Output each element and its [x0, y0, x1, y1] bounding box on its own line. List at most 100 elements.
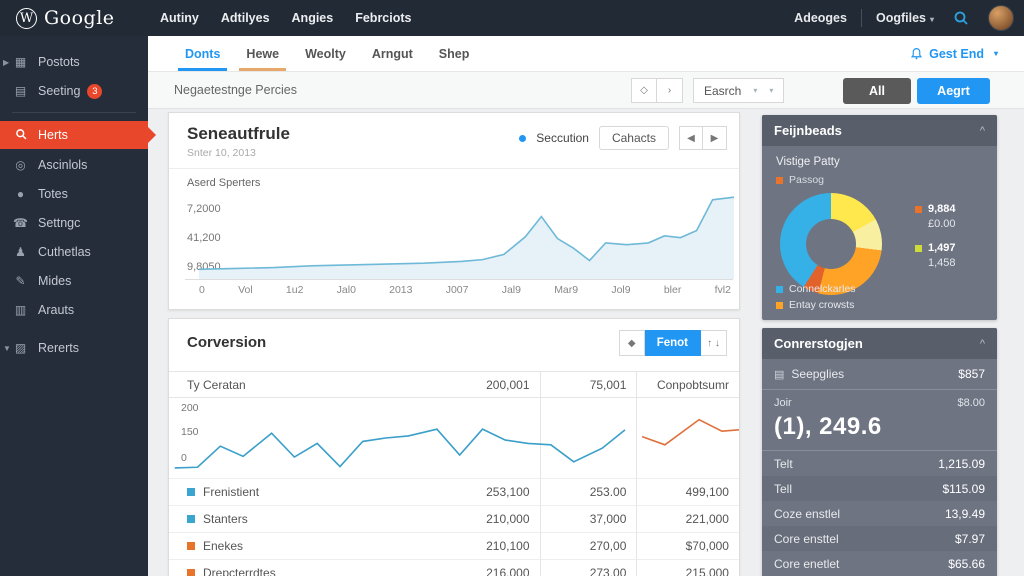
sidebar-item-mides[interactable]: ✎ Mides: [0, 268, 148, 294]
user-menu[interactable]: Gest End ▾: [910, 36, 1024, 71]
stats-row-value: $7.97: [955, 532, 985, 546]
top-nav-item-2[interactable]: Angies: [292, 11, 334, 25]
collapse-icon[interactable]: ^: [980, 125, 985, 137]
donut-stat: 1,497 1,458: [915, 242, 987, 269]
donut-chart: [780, 193, 882, 295]
forward-nav-button[interactable]: ›: [657, 78, 683, 103]
phone-icon: ☎: [12, 216, 29, 230]
series-label: Aserd Sperters: [187, 177, 260, 189]
conrerstogjen-card-title: Conrerstogjen: [774, 336, 863, 351]
top-nav: Autiny Adtilyes Angies Febrciots: [160, 11, 411, 25]
row-value-3: $70,000: [636, 533, 739, 559]
table-row[interactable]: Stanters 210,000 37,000 221,000: [169, 505, 739, 532]
stats-row-label: Core ensttel: [774, 532, 839, 546]
stats-row-label: Telt: [774, 457, 793, 471]
legend-item: Entay crowsts: [776, 299, 856, 311]
sidebar-item-postots[interactable]: ▶ ▦ Postots: [0, 49, 148, 75]
sidebar-item-totes[interactable]: ● Totes: [0, 181, 148, 207]
tab-arngut[interactable]: Arngut: [361, 36, 424, 71]
joir-label: Joir: [774, 397, 792, 409]
sidebar-item-label: Settngc: [38, 216, 80, 230]
stats-row-value: 13,9.49: [945, 507, 985, 521]
logo-w-icon: W: [16, 8, 37, 29]
sidebar-item-label: Seeting: [38, 84, 80, 98]
tab-weolty[interactable]: Weolty: [294, 36, 357, 71]
stats-row: Core enetlet $65.66: [762, 551, 997, 576]
sidebar-item-rererts[interactable]: ▼ ▨ Rererts: [0, 335, 148, 361]
row-value-2: 253.00: [540, 479, 637, 505]
row-value-3: 499,100: [636, 479, 739, 505]
panel-icon: ▤: [774, 369, 784, 381]
sidebar-item-label: Rererts: [38, 341, 79, 355]
stats-row-seepglies[interactable]: ▤Seepglies $857: [762, 359, 997, 390]
pager-next-button[interactable]: ▶: [703, 126, 727, 150]
legend-square-icon: [776, 302, 783, 309]
overview-legend-label: Seccution: [536, 131, 589, 145]
sort-arrows-button[interactable]: ↑ ↓: [701, 330, 727, 356]
sidebar-item-ascinlols[interactable]: ◎ Ascinlols: [0, 152, 148, 178]
sidebar-item-label: Postots: [38, 55, 80, 69]
sidebar-item-cuthetlas[interactable]: ♟ Cuthetlas: [0, 239, 148, 265]
cahacts-button[interactable]: Cahacts: [599, 126, 669, 150]
table-row[interactable]: Frenistient 253,100 253.00 499,100: [169, 478, 739, 505]
sidebar-item-herts[interactable]: Herts: [0, 121, 148, 149]
stats-row-value: $857: [958, 367, 985, 381]
stats-row-label: Core enetlet: [774, 557, 839, 571]
chevron-right-icon[interactable]: ▶: [3, 58, 9, 67]
series-dot-icon: [187, 542, 195, 550]
overview-card: Seneautfrule Snter 10, 2013 Seccution Ca…: [168, 112, 740, 310]
donut-hole: [806, 219, 856, 269]
top-nav-item-1[interactable]: Adtilyes: [221, 11, 270, 25]
legend-square-icon: [776, 286, 783, 293]
chevron-down-icon: ▾: [753, 86, 757, 95]
row-value-1: 210,100: [486, 539, 529, 553]
table-row[interactable]: Enekes 210,100 270,00 $70,000: [169, 532, 739, 559]
sidebar-item-settngc[interactable]: ☎ Settngc: [0, 210, 148, 236]
table-header-row: Ty Ceratan 200,001 75,001 Conpobtsumr: [169, 371, 739, 398]
sidebar-item-seeting[interactable]: ▤ Seeting 3: [0, 78, 148, 104]
tab-hewe[interactable]: Hewe: [235, 36, 290, 71]
all-button[interactable]: All: [843, 78, 911, 104]
top-nav-item-3[interactable]: Febrciots: [355, 11, 411, 25]
search-icon[interactable]: [948, 5, 974, 31]
row-value-2: 37,000: [540, 506, 637, 532]
diamond-nav-button[interactable]: ◇: [631, 78, 657, 103]
sidebar-item-arauts[interactable]: ▥ Arauts: [0, 297, 148, 323]
layers-icon: ▨: [12, 341, 29, 355]
row-value-2: 270,00: [540, 533, 637, 559]
sidebar-item-label: Arauts: [38, 303, 74, 317]
person-icon: ♟: [12, 245, 29, 259]
user-avatar[interactable]: [988, 5, 1014, 31]
row-value-3: 215,000: [636, 560, 739, 576]
diamond-tool-button[interactable]: ◆: [619, 330, 645, 356]
aegrt-button[interactable]: Aegrt: [917, 78, 990, 104]
pager-prev-button[interactable]: ◀: [679, 126, 703, 150]
donut-stat: 9,884 £0.00: [915, 203, 987, 230]
series-dot-icon: [187, 569, 195, 576]
top-right-menu-2[interactable]: Oogfiles▾: [876, 11, 934, 25]
sidebar-item-label: Herts: [38, 128, 68, 142]
chevron-down-icon: ▾: [769, 86, 773, 95]
tab-shep[interactable]: Shep: [428, 36, 481, 71]
collapse-icon[interactable]: ^: [980, 338, 985, 350]
search-dropdown[interactable]: Easrch ▾ ▾: [693, 78, 784, 103]
bell-icon: [910, 47, 923, 60]
top-nav-item-0[interactable]: Autiny: [160, 11, 199, 25]
stats-row: Tell $115.09: [762, 476, 997, 501]
left-sidebar: ▶ ▦ Postots ▤ Seeting 3 Herts ◎ Ascinlol…: [0, 36, 148, 576]
table-row[interactable]: Drepcterrdtes 216,000 273,00 215,000: [169, 559, 739, 576]
fenot-button[interactable]: Fenot: [645, 330, 701, 356]
user-menu-label: Gest End: [929, 47, 984, 61]
tab-donts[interactable]: Donts: [174, 36, 231, 71]
legend-square-icon: [915, 206, 922, 213]
table-header-col2: 75,001: [540, 372, 637, 397]
logo-text: Google: [44, 7, 115, 29]
app-logo[interactable]: W Google: [0, 7, 148, 29]
chevron-down-icon[interactable]: ▼: [3, 344, 11, 353]
stat-value: 9,884: [928, 203, 956, 215]
stat-sub-value: £0.00: [928, 218, 987, 230]
stats-row-label: Coze enstlel: [774, 507, 840, 521]
feijnbeads-card: Feijnbeads ^ Vistige Patty Passog 9,884 …: [762, 115, 997, 320]
top-right-menu-1[interactable]: Adeoges: [794, 11, 847, 25]
legend-square-icon: [776, 177, 783, 184]
